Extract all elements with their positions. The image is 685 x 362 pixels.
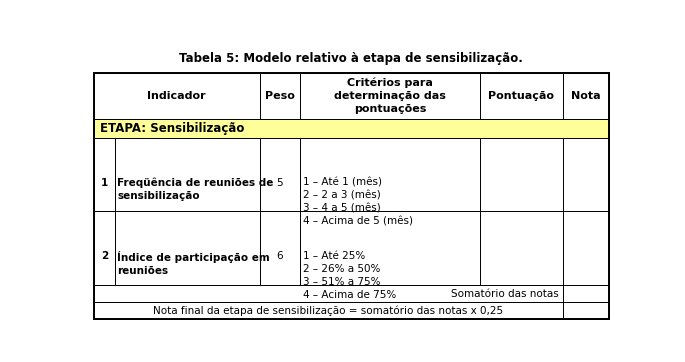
Text: Freqüência de reuniões de
sensibilização: Freqüência de reuniões de sensibilização [117,178,273,201]
Bar [260,211,300,285]
Text: 1 – Até 1 (mês)
2 – 2 a 3 (mês)
3 – 4 a 5 (mês)
4 – Acima de 5 (mês): 1 – Até 1 (mês) 2 – 2 a 3 (mês) 3 – 4 a … [303,178,413,226]
Bar [479,138,563,211]
Bar [94,285,563,302]
Text: Pontuação: Pontuação [488,90,554,101]
Text: 2: 2 [101,251,108,261]
Bar [115,211,260,285]
Bar [260,73,300,119]
Text: 6: 6 [277,251,284,261]
Bar [300,73,479,119]
Bar [115,138,260,211]
Text: 5: 5 [277,178,284,188]
Bar [94,138,115,211]
Bar [94,73,608,319]
Bar [260,138,300,211]
Text: Tabela 5: Modelo relativo à etapa de sensibilização.: Tabela 5: Modelo relativo à etapa de sen… [179,52,523,65]
Text: Indicador: Indicador [147,90,206,101]
Text: ETAPA: Sensibilização: ETAPA: Sensibilização [100,122,245,135]
Bar [94,73,260,119]
Bar [563,285,608,302]
Text: 1 – Até 25%
2 – 26% a 50%
3 – 51% a 75%
4 – Acima de 75%: 1 – Até 25% 2 – 26% a 50% 3 – 51% a 75% … [303,251,397,300]
Bar [563,73,608,119]
Bar [300,138,479,211]
Text: Nota final da etapa de sensibilização = somatório das notas x 0,25: Nota final da etapa de sensibilização = … [153,306,503,316]
Text: Peso: Peso [265,90,295,101]
Bar [94,119,608,138]
Text: Somatório das notas: Somatório das notas [451,289,559,299]
Text: Critérios para
determinação das
pontuações: Critérios para determinação das pontuaçõ… [334,77,446,114]
Text: Índice de participação em
reuniões: Índice de participação em reuniões [117,251,270,276]
Bar [479,73,563,119]
Bar [94,302,563,319]
Bar [563,302,608,319]
Bar [94,211,115,285]
Bar [479,211,563,285]
Text: Nota: Nota [571,90,601,101]
Bar [563,211,608,285]
Bar [563,138,608,211]
Text: 1: 1 [101,178,108,188]
Bar [300,211,479,285]
